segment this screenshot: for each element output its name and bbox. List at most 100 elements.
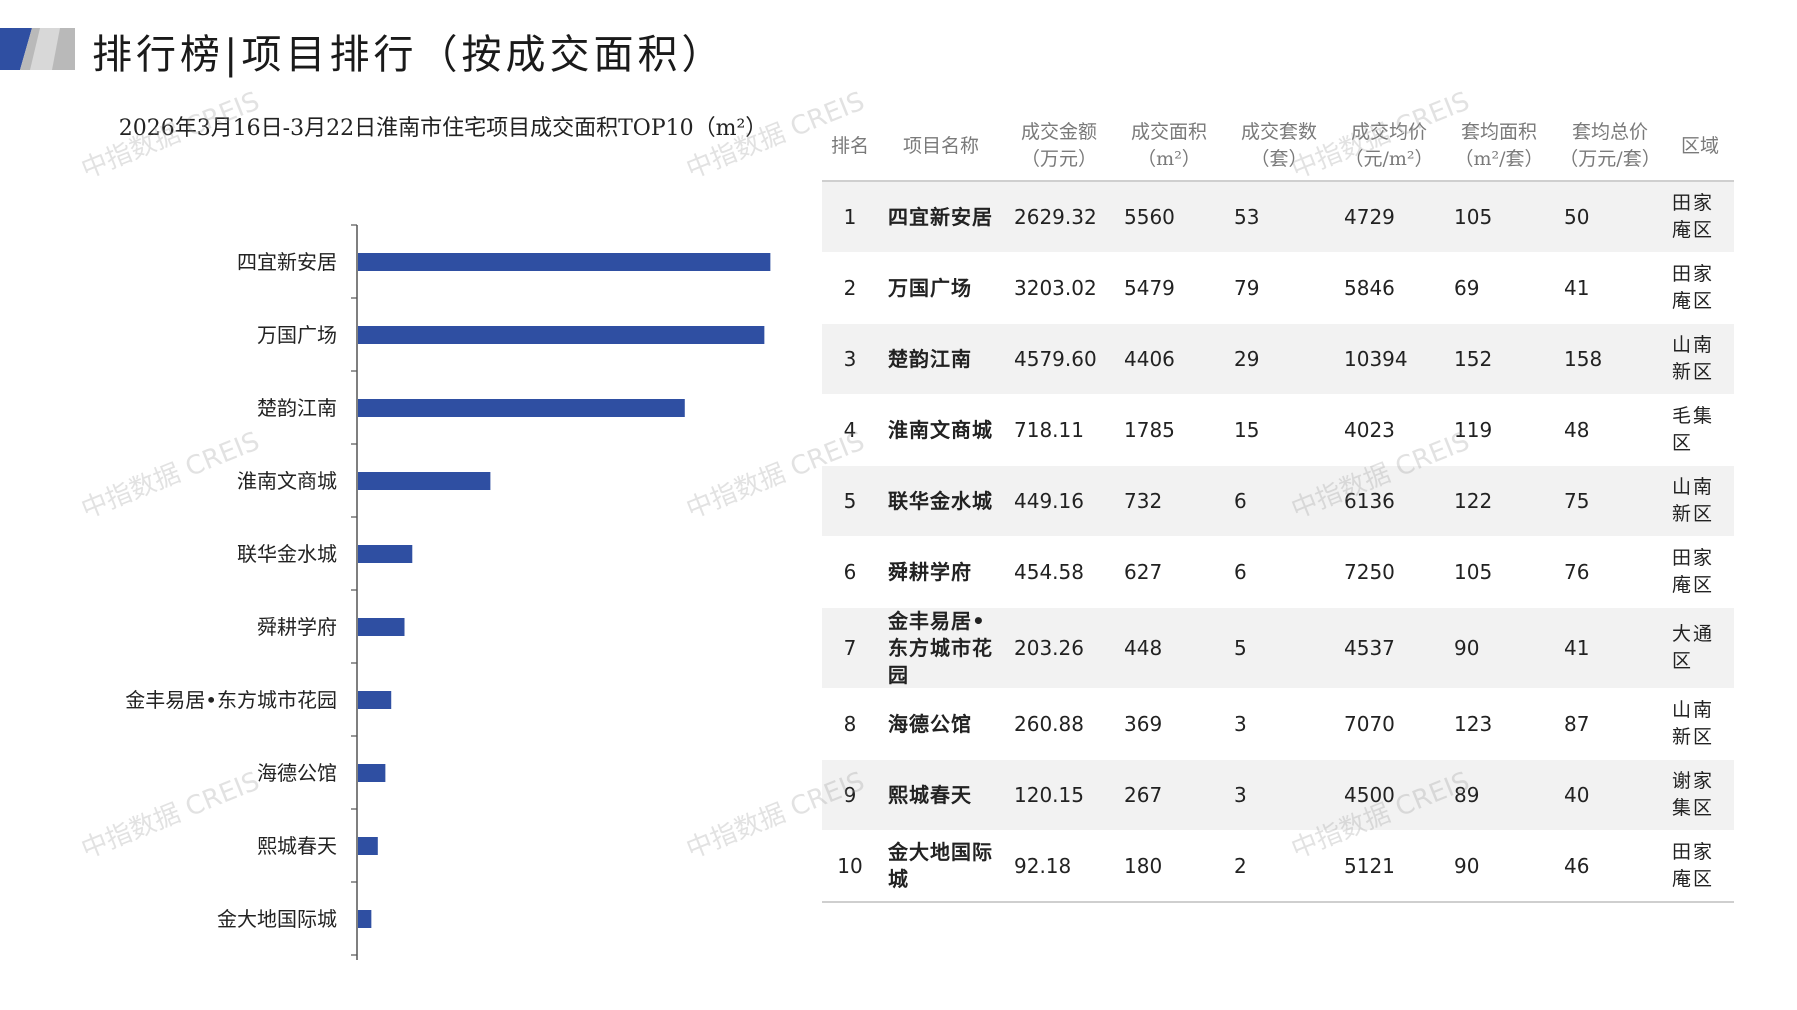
table-cell: 267 bbox=[1124, 782, 1163, 807]
table-cell: 53 bbox=[1234, 204, 1260, 229]
column-header-line: 区域 bbox=[1680, 134, 1719, 157]
table-cell: 9 bbox=[843, 782, 857, 807]
table-row: 7 金丰易居•东方城市花园 203.26 448 5 4537 90 41 大通区 bbox=[822, 608, 1734, 689]
bar bbox=[358, 691, 392, 709]
table-cell: 金丰易居•东方城市花园 bbox=[888, 608, 993, 687]
table-cell: 158 bbox=[1564, 346, 1603, 371]
table-row: 2 万国广场 3203.02 5479 79 5846 69 41 田家庵区 bbox=[822, 253, 1734, 324]
table-header: 排名 项目名称 成交金额 （万元） 成交面积 （m²） 成交套数 （套） 成交均价 （元/m²） 套… bbox=[822, 112, 1734, 182]
table-cell: 75 bbox=[1564, 488, 1590, 513]
table-cell: 369 bbox=[1124, 711, 1163, 736]
table-cell: 大通区 bbox=[1672, 623, 1715, 672]
table-cell: 76 bbox=[1564, 559, 1590, 584]
table-cell: 4023 bbox=[1344, 417, 1395, 442]
table-cell: 90 bbox=[1454, 635, 1480, 660]
table-cell: 105 bbox=[1454, 559, 1493, 584]
table-cell: 3 bbox=[843, 346, 857, 371]
category-label: 海德公馆 bbox=[257, 761, 337, 785]
table-cell: 3203.02 bbox=[1014, 275, 1097, 300]
table-cell: 50 bbox=[1564, 204, 1590, 229]
table-cell: 122 bbox=[1454, 488, 1493, 513]
bar bbox=[358, 910, 372, 928]
table-row: 6 舜耕学府 454.58 627 6 7250 105 76 田家庵区 bbox=[822, 537, 1734, 608]
table-cell: 7070 bbox=[1344, 711, 1395, 736]
table-cell: 7 bbox=[843, 635, 857, 660]
table-cell: 92.18 bbox=[1014, 853, 1072, 878]
table-cell: 1785 bbox=[1124, 417, 1175, 442]
table-cell: 69 bbox=[1454, 275, 1480, 300]
table-cell: 41 bbox=[1564, 275, 1590, 300]
table-body: 1 四宜新安居 2629.32 5560 53 4729 105 50 田家庵区 2 万国广场 320… bbox=[822, 182, 1734, 903]
table-cell: 449.16 bbox=[1014, 488, 1084, 513]
bar-chart: 四宜新安居万国广场楚韵江南淮南文商城联华金水城舜耕学府金丰易居•东方城市花园海德… bbox=[125, 224, 771, 960]
category-label: 万国广场 bbox=[257, 323, 337, 347]
table-cell: 田家庵区 bbox=[1672, 841, 1715, 890]
table-cell: 5 bbox=[843, 488, 857, 513]
category-label: 四宜新安居 bbox=[237, 250, 337, 274]
column-header-line: （万元） bbox=[1020, 148, 1097, 170]
table-cell: 3 bbox=[1234, 782, 1247, 807]
table-cell: 6 bbox=[843, 559, 857, 584]
category-label: 舜耕学府 bbox=[257, 615, 337, 639]
column-header: 成交面积 （m²） bbox=[1114, 112, 1224, 180]
table-cell: 120.15 bbox=[1014, 782, 1084, 807]
table-cell: 2 bbox=[1234, 853, 1247, 878]
column-header-line: 成交金额 bbox=[1020, 121, 1097, 143]
table-cell: 山南新区 bbox=[1672, 334, 1715, 383]
table-row: 8 海德公馆 260.88 369 3 7070 123 87 山南新区 bbox=[822, 689, 1734, 760]
table-cell: 152 bbox=[1454, 346, 1493, 371]
table-cell: 楚韵江南 bbox=[888, 346, 972, 371]
page-title: 排行榜|项目排行（按成交面积） bbox=[92, 32, 726, 78]
table-cell: 7250 bbox=[1344, 559, 1395, 584]
table-cell: 田家庵区 bbox=[1672, 192, 1715, 241]
brand-logo-icon bbox=[0, 28, 75, 70]
table-cell: 5560 bbox=[1124, 204, 1175, 229]
table-cell: 4500 bbox=[1344, 782, 1395, 807]
category-label: 金大地国际城 bbox=[217, 907, 337, 931]
table-cell: 119 bbox=[1454, 417, 1493, 442]
table-cell: 41 bbox=[1564, 635, 1590, 660]
table-cell: 谢家集区 bbox=[1672, 770, 1715, 819]
category-label: 淮南文商城 bbox=[237, 469, 337, 493]
table-row: 1 四宜新安居 2629.32 5560 53 4729 105 50 田家庵区 bbox=[822, 182, 1734, 253]
column-header-line: （万元/套） bbox=[1559, 148, 1661, 170]
table-cell: 732 bbox=[1124, 488, 1163, 513]
table-cell: 448 bbox=[1124, 635, 1163, 660]
table-cell: 8 bbox=[843, 711, 857, 736]
column-header-line: （m²/套） bbox=[1454, 148, 1544, 170]
category-label: 楚韵江南 bbox=[257, 396, 337, 420]
table-cell: 10 bbox=[837, 853, 863, 878]
table-cell: 48 bbox=[1564, 417, 1590, 442]
table-cell: 260.88 bbox=[1014, 711, 1084, 736]
table-cell: 180 bbox=[1124, 853, 1163, 878]
column-header-line: 套均面积 bbox=[1460, 121, 1537, 143]
bar bbox=[358, 253, 771, 271]
table-cell: 5479 bbox=[1124, 275, 1175, 300]
column-header-line: 成交均价 bbox=[1350, 121, 1427, 143]
table-cell: 联华金水城 bbox=[888, 488, 993, 513]
column-header: 套均总价 （万元/套） bbox=[1554, 112, 1666, 180]
column-header-line: （套） bbox=[1250, 148, 1308, 170]
table-cell: 40 bbox=[1564, 782, 1590, 807]
column-header: 区域 bbox=[1666, 112, 1734, 180]
table-cell: 46 bbox=[1564, 853, 1590, 878]
column-header: 套均面积 （m²/套） bbox=[1444, 112, 1554, 180]
table-cell: 熙城春天 bbox=[888, 782, 972, 807]
table-cell: 6136 bbox=[1344, 488, 1395, 513]
table-cell: 3 bbox=[1234, 711, 1247, 736]
table-cell: 1 bbox=[843, 204, 857, 229]
table-cell: 4406 bbox=[1124, 346, 1175, 371]
bar bbox=[358, 618, 405, 636]
table-cell: 金大地国际城 bbox=[888, 840, 993, 891]
table-cell: 4537 bbox=[1344, 635, 1395, 660]
column-header: 成交均价 （元/m²） bbox=[1334, 112, 1444, 180]
bar bbox=[358, 764, 386, 782]
table-cell: 5 bbox=[1234, 635, 1247, 660]
table-row: 9 熙城春天 120.15 267 3 4500 89 40 谢家集区 bbox=[822, 760, 1734, 831]
table-cell: 四宜新安居 bbox=[888, 204, 993, 229]
column-header: 项目名称 bbox=[878, 112, 1004, 180]
table-row: 5 联华金水城 449.16 732 6 6136 122 75 山南新区 bbox=[822, 466, 1734, 537]
bar bbox=[358, 545, 413, 563]
table-cell: 4729 bbox=[1344, 204, 1395, 229]
table-cell: 627 bbox=[1124, 559, 1163, 584]
